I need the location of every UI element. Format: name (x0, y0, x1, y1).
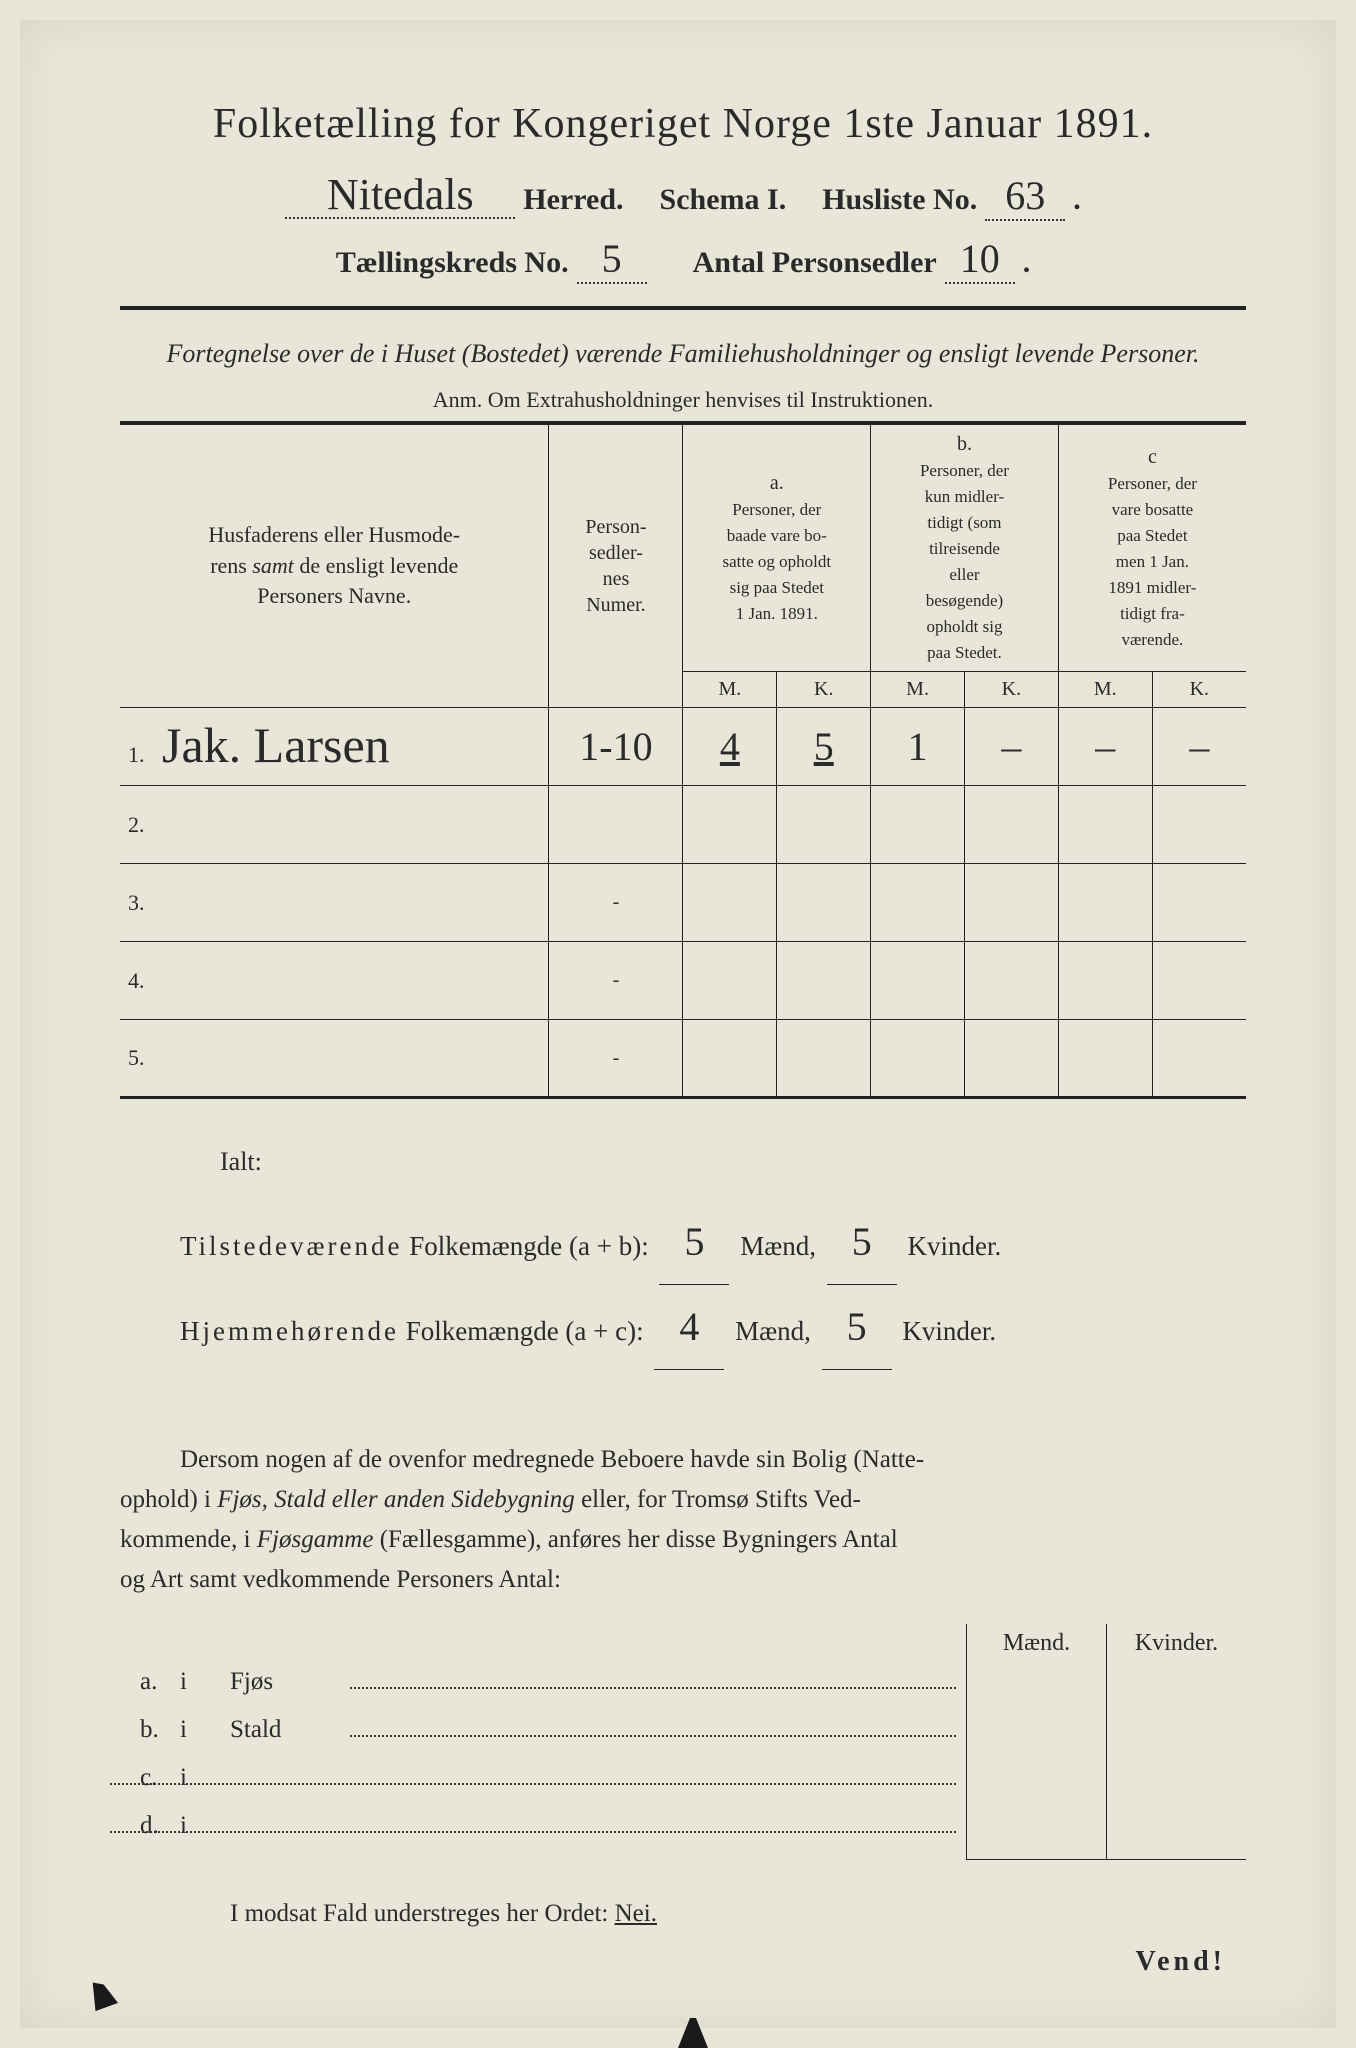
row-num: 2. (128, 812, 145, 837)
col-c-k: K. (1152, 672, 1246, 708)
rule-1 (120, 306, 1246, 310)
col-c-label: c (1148, 446, 1157, 468)
col-c-m: M. (1058, 672, 1152, 708)
row-num: 4. (128, 968, 145, 993)
cell-num (549, 786, 683, 864)
row-num: 1. (128, 742, 145, 767)
table-row: 4. - (120, 942, 1246, 1020)
col-a-header: Personer, derbaade vare bo-satte og opho… (723, 500, 832, 623)
page-tear-icon (678, 2018, 708, 2048)
cell-am: 4 (720, 724, 740, 769)
col-a-k: K. (777, 672, 871, 708)
col-num-header: Person-sedler-nesNumer. (585, 516, 646, 616)
totals-line-2: Hjemmehørende Folkemængde (a + c): 4 Mæn… (180, 1285, 1246, 1370)
building-paragraph: Dersom nogen af de ovenfor medregnede Be… (120, 1440, 1246, 1600)
col-b-label: b. (957, 433, 972, 455)
cell-bm: 1 (908, 724, 928, 769)
husliste-label: Husliste No. (822, 183, 977, 217)
totals-block: Ialt: Tilstedeværende Folkemængde (a + b… (120, 1135, 1246, 1370)
intro-text: Fortegnelse over de i Huset (Bostedet) v… (120, 334, 1246, 373)
row-num: 3. (128, 890, 145, 915)
bygn-kvinder-header: Kvinder. (1106, 1624, 1246, 1668)
col-b-m: M. (871, 672, 965, 708)
bygn-maend-header: Mænd. (966, 1624, 1106, 1668)
header-line-1: Nitedals Herred. Schema I. Husliste No. … (120, 172, 1246, 221)
row-num: 5. (128, 1045, 145, 1070)
building-table: Mænd. Kvinder. a. i Fjøs b. i Stald c. i… (120, 1624, 1246, 1860)
herred-value: Nitedals (327, 177, 474, 212)
anm-text: Anm. Om Extrahusholdninger henvises til … (120, 387, 1246, 413)
schema-label: Schema I. (660, 183, 787, 217)
total-ab-k: 5 (852, 1219, 872, 1264)
col-b-header: Personer, derkun midler-tidigt (somtilre… (920, 461, 1009, 662)
totals-line-1: Tilstedeværende Folkemængde (a + b): 5 M… (180, 1200, 1246, 1285)
antal-label: Antal Personsedler (693, 246, 937, 280)
table-row: 1. Jak. Larsen 1-10 4 5 1 – – – (120, 708, 1246, 786)
herred-label: Herred. (523, 183, 623, 217)
bygn-row: b. i Stald (120, 1716, 1246, 1764)
header-line-2: Tællingskreds No. 5 Antal Personsedler 1… (120, 235, 1246, 284)
cell-cm: – (1095, 724, 1115, 769)
household-name: Jak. Larsen (162, 725, 390, 765)
cell-num: - (549, 942, 683, 1020)
total-ac-k: 5 (847, 1304, 867, 1349)
col-name-header: Husfaderens eller Husmode-rens samt de e… (208, 522, 460, 609)
cell-ak: 5 (814, 724, 834, 769)
nei-line: I modsat Fald understreges her Ordet: Ne… (120, 1900, 1246, 1928)
cell-ck: – (1189, 724, 1209, 769)
col-a-label: a. (770, 472, 784, 494)
antal-value: 10 (960, 236, 1000, 281)
page-title: Folketælling for Kongeriget Norge 1ste J… (120, 100, 1246, 148)
kreds-label: Tællingskreds No. (336, 246, 569, 280)
total-ab-m: 5 (684, 1219, 704, 1264)
cell-num: - (549, 864, 683, 942)
total-ac-m: 4 (679, 1304, 699, 1349)
household-table: Husfaderens eller Husmode-rens samt de e… (120, 421, 1246, 1099)
bygn-row: c. i (120, 1764, 1246, 1812)
census-form-page: Folketælling for Kongeriget Norge 1ste J… (0, 0, 1356, 2048)
col-b-k: K. (964, 672, 1058, 708)
husliste-value: 63 (1005, 173, 1045, 218)
col-c-header: Personer, dervare bosattepaa Stedetmen 1… (1108, 474, 1197, 649)
cell-num: - (549, 1020, 683, 1098)
table-row: 5. - (120, 1020, 1246, 1098)
cell-bk: – (1001, 724, 1021, 769)
page-tear-icon (86, 1977, 118, 2012)
cell-num: 1-10 (579, 724, 652, 769)
table-row: 2. (120, 786, 1246, 864)
table-row: 3. - (120, 864, 1246, 942)
bygn-row: a. i Fjøs (120, 1668, 1246, 1716)
kreds-value: 5 (602, 236, 622, 281)
vend-label: Vend! (1135, 1946, 1226, 1978)
col-a-m: M. (683, 672, 777, 708)
nei-word: Nei. (615, 1900, 657, 1927)
ialt-label: Ialt: (180, 1135, 1246, 1190)
bygn-row: d. i (120, 1812, 1246, 1860)
